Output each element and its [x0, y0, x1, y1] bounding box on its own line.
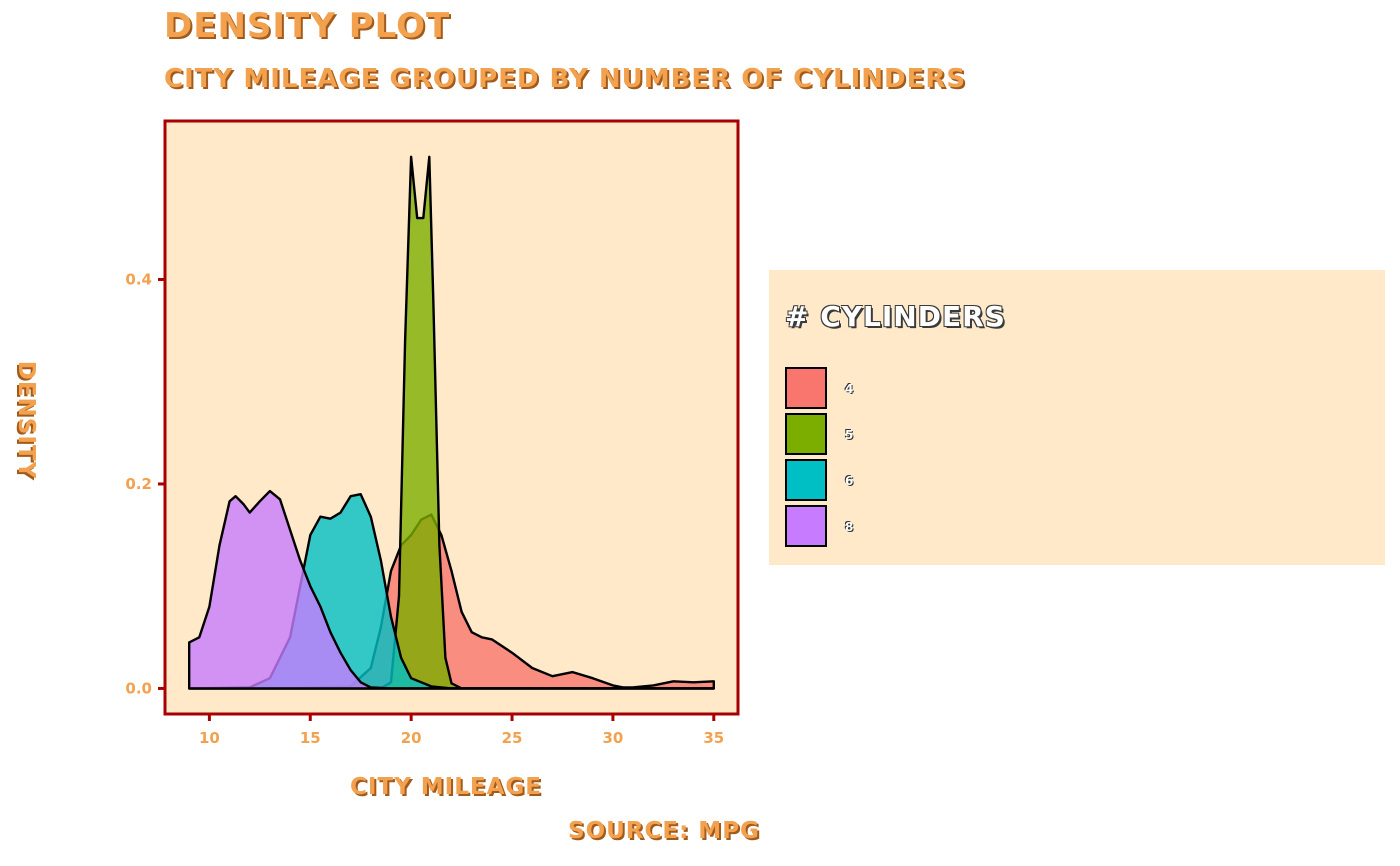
legend-key-4 [785, 367, 827, 409]
legend-key-8 [785, 505, 827, 547]
density-area-8 [188, 489, 715, 690]
legend-key-6 [785, 459, 827, 501]
chart-subtitle: City Mileage Grouped by Number of Cylind… [164, 64, 967, 94]
y-tick-label: 0.0 [125, 679, 152, 697]
y-tick-label: 0.4 [125, 270, 152, 288]
x-tick-label: 10 [199, 729, 220, 747]
x-tick-label: 30 [602, 729, 623, 747]
legend: # Cylinders 4 5 6 8 [769, 270, 1385, 565]
legend-label-8: 8 [845, 520, 854, 534]
chart-caption: Source: mpg [568, 818, 760, 844]
x-tick-label: 35 [703, 729, 724, 747]
legend-label-6: 6 [845, 474, 854, 488]
legend-title: # Cylinders [785, 300, 1006, 333]
chart-title: Density Plot [164, 6, 451, 46]
x-axis: 10 15 20 25 30 35 [199, 714, 724, 747]
x-tick-label: 15 [300, 729, 321, 747]
legend-key-5 [785, 413, 827, 455]
legend-label-5: 5 [845, 428, 854, 442]
x-tick-label: 20 [401, 729, 422, 747]
y-axis-label: Density [13, 360, 39, 480]
x-axis-label: City Mileage [350, 774, 542, 800]
x-tick-label: 25 [502, 729, 523, 747]
y-axis: 0.0 0.2 0.4 [125, 270, 165, 697]
legend-label-4: 4 [845, 382, 854, 396]
density-areas [188, 155, 715, 690]
density-area-4 [188, 513, 715, 690]
y-tick-label: 0.2 [125, 475, 152, 493]
